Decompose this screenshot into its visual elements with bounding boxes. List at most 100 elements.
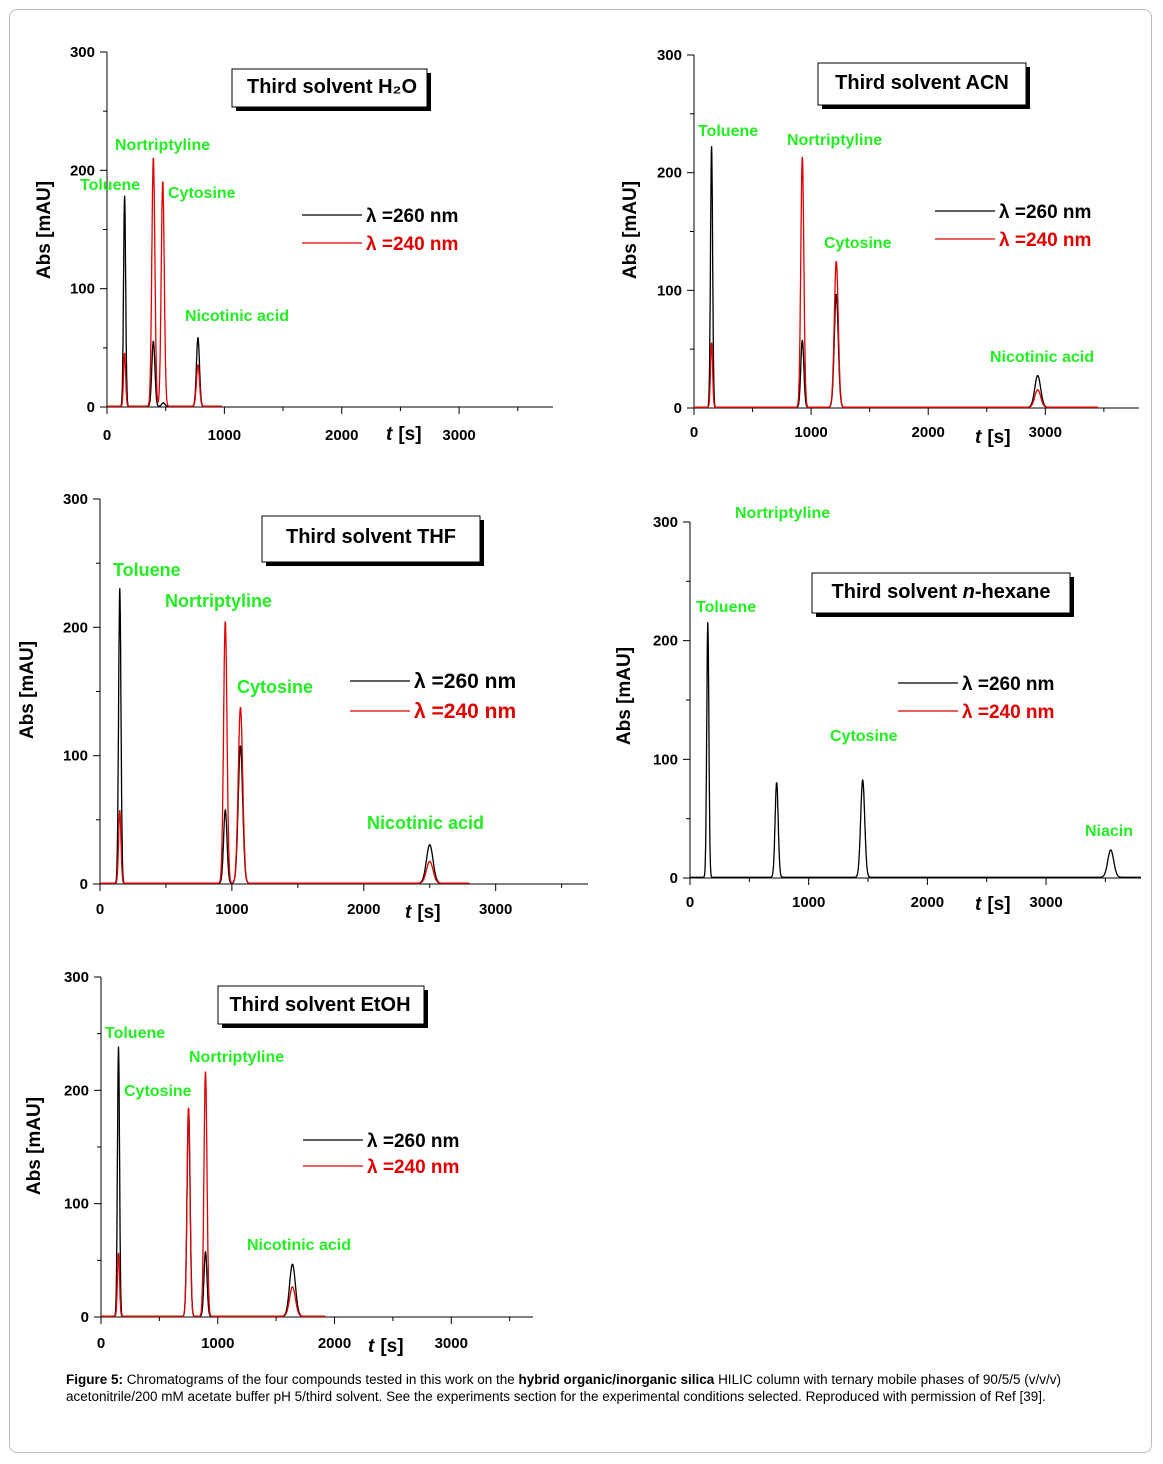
x-tick-label: 2000 bbox=[912, 424, 945, 441]
chart-title: Third solvent EtOH bbox=[229, 994, 410, 1016]
peak-label: Niacin bbox=[1085, 823, 1133, 840]
legend-label: λ =260 nm bbox=[367, 1131, 459, 1152]
chart-title-suffix: -hexane bbox=[975, 581, 1051, 603]
peak-label: Cytosine bbox=[237, 677, 313, 697]
series-line-260nm bbox=[690, 622, 1141, 878]
peak-label: Toluene bbox=[113, 560, 181, 580]
chart-title: Third solvent THF bbox=[286, 526, 456, 548]
peak-label: Cytosine bbox=[830, 728, 898, 745]
peak-label: Nortriptyline bbox=[165, 591, 272, 611]
y-axis-label: Abs [mAU] bbox=[17, 641, 38, 739]
peak-label: Cytosine bbox=[168, 185, 236, 202]
y-axis-label: Abs [mAU] bbox=[34, 181, 55, 279]
x-tick-label: 0 bbox=[103, 427, 111, 444]
peak-label: Toluene bbox=[698, 123, 758, 140]
legend-label: λ =260 nm bbox=[962, 674, 1054, 695]
peak-label: Cytosine bbox=[124, 1083, 192, 1100]
x-tick-label: 0 bbox=[686, 894, 694, 911]
x-tick-label: 3000 bbox=[1029, 894, 1062, 911]
x-tick-label: 2000 bbox=[325, 427, 358, 444]
x-axis-label-unit: [s] bbox=[417, 902, 440, 923]
x-tick-label: 1000 bbox=[201, 1335, 234, 1352]
y-tick-label: 100 bbox=[63, 748, 88, 765]
peak-label: Nortriptyline bbox=[735, 505, 830, 522]
peak-label: Nortriptyline bbox=[787, 132, 882, 149]
title-box bbox=[217, 985, 425, 1025]
peak-label: Toluene bbox=[80, 177, 140, 194]
caption-text-2: HILIC column with ternary mobile phases … bbox=[66, 1372, 1061, 1404]
y-tick-label: 0 bbox=[80, 876, 88, 893]
peak-label: Nortriptyline bbox=[115, 137, 210, 154]
series-line-260nm bbox=[694, 146, 1098, 408]
y-tick-label: 200 bbox=[657, 165, 682, 182]
y-tick-label: 200 bbox=[63, 619, 88, 636]
chart-title-text: Third solvent H₂O bbox=[247, 76, 417, 98]
x-tick-label: 2000 bbox=[911, 894, 944, 911]
y-axis-label: Abs [mAU] bbox=[24, 1097, 45, 1195]
peak-label: Cytosine bbox=[824, 235, 892, 252]
x-axis-label-var: t bbox=[975, 894, 982, 915]
y-tick-label: 100 bbox=[64, 1196, 89, 1213]
x-tick-label: 0 bbox=[96, 901, 104, 918]
x-axis-label-var: t bbox=[386, 424, 393, 445]
figure-frame bbox=[9, 9, 1152, 1453]
y-tick-label: 100 bbox=[70, 281, 95, 298]
caption-text-1: Chromatograms of the four compounds test… bbox=[126, 1372, 515, 1387]
peak-label: Toluene bbox=[105, 1025, 165, 1042]
x-axis-label: t [s] bbox=[405, 902, 441, 923]
peak-label: Nicotinic acid bbox=[367, 813, 484, 833]
y-tick-label: 200 bbox=[653, 633, 678, 650]
chart-title-prefix: Third solvent bbox=[832, 581, 963, 603]
x-axis-label: t [s] bbox=[975, 894, 1011, 915]
y-tick-label: 100 bbox=[653, 751, 678, 768]
x-tick-label: 2000 bbox=[318, 1335, 351, 1352]
series-line-240nm bbox=[107, 157, 222, 407]
x-tick-label: 3000 bbox=[435, 1335, 468, 1352]
x-axis-label: t [s] bbox=[368, 1336, 404, 1357]
y-tick-label: 100 bbox=[657, 282, 682, 299]
y-axis-label: Abs [mAU] bbox=[614, 647, 635, 745]
legend-label: λ =260 nm bbox=[414, 670, 516, 693]
legend-label: λ =240 nm bbox=[414, 700, 516, 723]
legend-label: λ =240 nm bbox=[366, 234, 458, 255]
y-tick-label: 300 bbox=[70, 44, 95, 61]
series-line-240nm bbox=[694, 156, 1098, 408]
title-box bbox=[261, 515, 481, 563]
figure-caption: Figure 5: Chromatograms of the four comp… bbox=[66, 1371, 1106, 1405]
y-axis-label: Abs [mAU] bbox=[620, 181, 641, 279]
chart-title: Third solvent n-hexane bbox=[832, 581, 1051, 603]
caption-label: Figure 5: bbox=[66, 1372, 124, 1387]
title-box bbox=[817, 62, 1027, 106]
y-tick-label: 200 bbox=[64, 1082, 89, 1099]
title-box bbox=[231, 68, 428, 108]
x-axis-label-var: t bbox=[368, 1336, 375, 1357]
legend-label: λ =240 nm bbox=[999, 230, 1091, 251]
x-tick-label: 3000 bbox=[1029, 424, 1062, 441]
x-axis-label-var: t bbox=[975, 427, 982, 448]
chart-title-italic: n bbox=[963, 581, 975, 603]
x-axis-label-unit: [s] bbox=[380, 1336, 403, 1357]
legend-label: λ =240 nm bbox=[962, 702, 1054, 723]
x-axis-label-unit: [s] bbox=[987, 894, 1010, 915]
x-axis-label: t [s] bbox=[386, 424, 422, 445]
x-axis-label: t [s] bbox=[975, 427, 1011, 448]
chart-title: Third solvent H₂O bbox=[247, 76, 417, 98]
caption-bold: hybrid organic/inorganic silica bbox=[518, 1372, 715, 1387]
x-axis-label-unit: [s] bbox=[987, 427, 1010, 448]
peak-label: Nortriptyline bbox=[189, 1049, 284, 1066]
y-tick-label: 0 bbox=[87, 399, 95, 416]
chart-title-text: Third solvent THF bbox=[286, 526, 456, 548]
y-tick-label: 300 bbox=[64, 969, 89, 986]
title-box bbox=[811, 572, 1071, 614]
y-tick-label: 200 bbox=[70, 162, 95, 179]
legend-label: λ =240 nm bbox=[367, 1157, 459, 1178]
y-tick-label: 300 bbox=[657, 47, 682, 64]
legend-label: λ =260 nm bbox=[999, 202, 1091, 223]
y-tick-label: 300 bbox=[63, 491, 88, 508]
peak-label: Nicotinic acid bbox=[247, 1237, 351, 1254]
legend-label: λ =260 nm bbox=[366, 206, 458, 227]
